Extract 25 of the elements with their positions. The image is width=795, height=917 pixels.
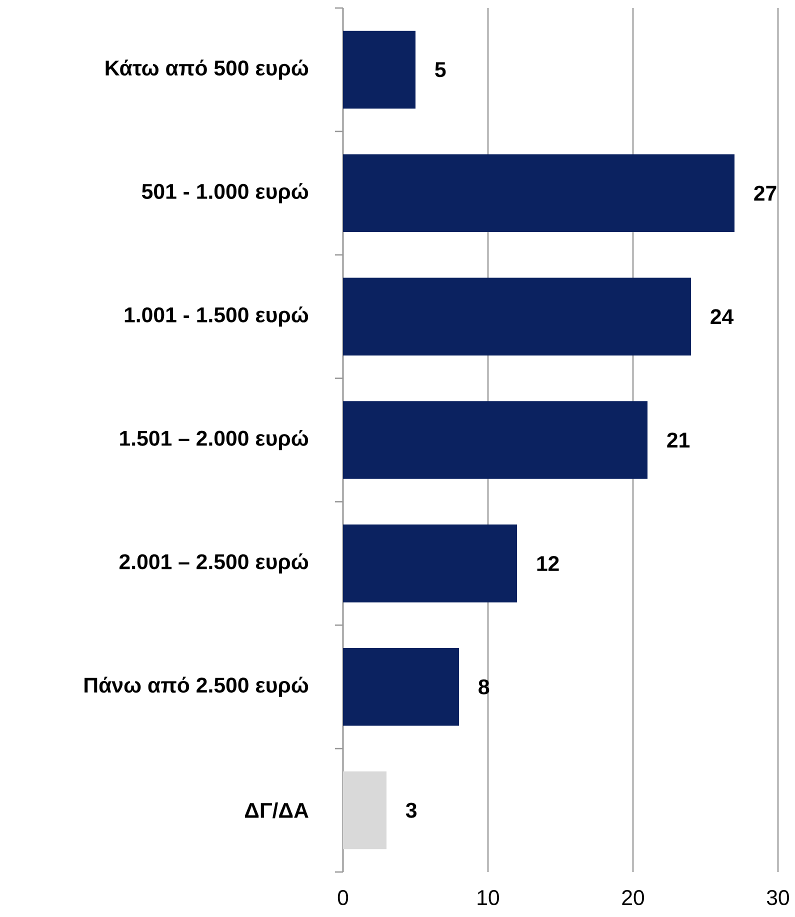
y-tick-label: ΔΓ/ΔΑ <box>244 802 308 818</box>
bar <box>342 771 386 850</box>
y-tick-label: Κάτω από 500 ευρώ <box>106 60 308 80</box>
data-label: 21 <box>667 432 690 448</box>
bar <box>342 154 734 232</box>
data-label: 27 <box>754 186 776 201</box>
bar <box>342 524 517 602</box>
x-tick-label: 10 <box>478 890 500 906</box>
bar <box>342 278 691 356</box>
y-tick-label: 2.001 – 2.500 ευρώ <box>120 553 308 574</box>
y-tick-label: 1.001 - 1.500 ευρώ <box>124 306 308 327</box>
y-tick-label: Πάνω από 2.500 ευρώ <box>84 676 308 697</box>
data-label: 3 <box>406 802 417 818</box>
y-tick-label: 501 - 1.000 ευρώ <box>142 183 308 204</box>
x-tick-label: 20 <box>622 890 644 906</box>
bar <box>342 401 648 479</box>
y-tick-label: 1.501 – 2.000 ευρώ <box>120 430 308 450</box>
x-tick-label: 30 <box>766 890 790 906</box>
data-label: 24 <box>710 309 734 324</box>
data-label: 5 <box>435 62 446 78</box>
bar <box>342 30 416 109</box>
data-label: 12 <box>537 556 559 571</box>
bar <box>342 648 459 726</box>
data-label: 8 <box>478 679 490 694</box>
x-tick-label: 0 <box>338 890 348 906</box>
